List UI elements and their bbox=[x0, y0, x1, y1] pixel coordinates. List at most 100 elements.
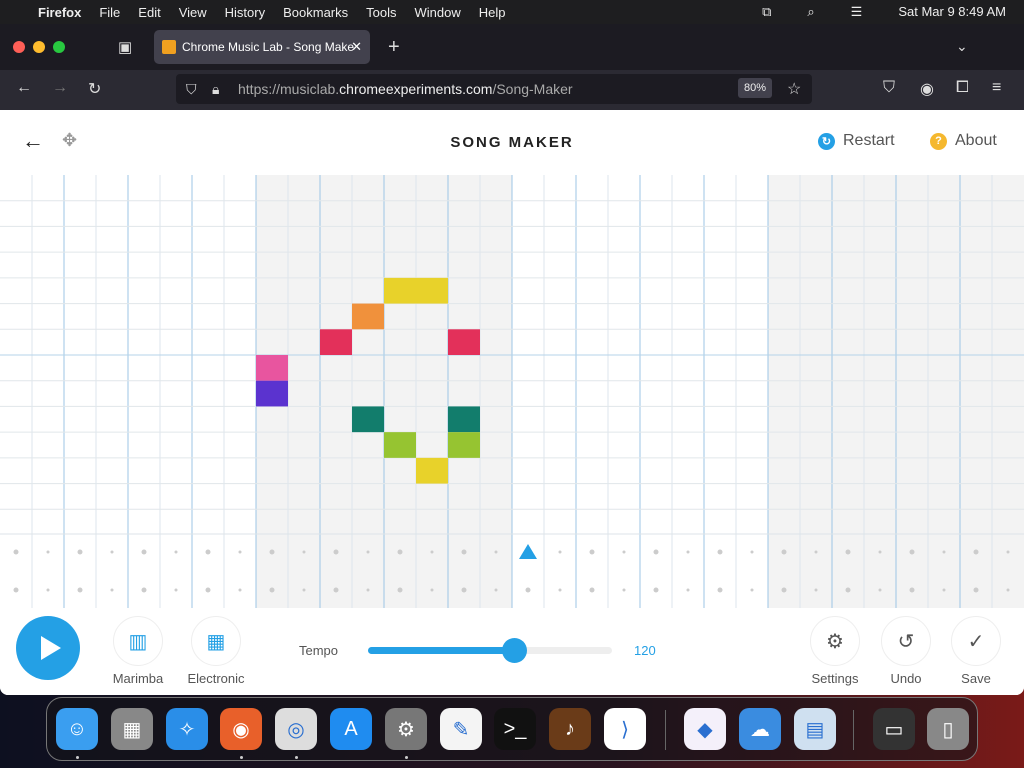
close-tab-icon[interactable]: ✕ bbox=[351, 39, 362, 54]
percussion-dot[interactable] bbox=[110, 588, 114, 592]
tempo-slider[interactable] bbox=[368, 638, 612, 663]
trash-icon[interactable]: ▯ bbox=[927, 708, 969, 750]
vscode-icon[interactable]: ⟩ bbox=[604, 708, 646, 750]
note-cell[interactable] bbox=[384, 432, 416, 458]
percussion-dot[interactable] bbox=[269, 549, 275, 555]
percussion-dot[interactable] bbox=[110, 550, 114, 554]
list-tabs-icon[interactable]: ⌄ bbox=[956, 38, 968, 54]
percussion-dot[interactable] bbox=[302, 550, 306, 554]
restart-button[interactable]: ↻ Restart bbox=[818, 132, 895, 150]
finder-icon[interactable]: ☺ bbox=[56, 708, 98, 750]
percussion-dot[interactable] bbox=[845, 587, 851, 593]
percussion-dot[interactable] bbox=[238, 550, 242, 554]
percussion-dot[interactable] bbox=[942, 588, 946, 592]
percussion-dot[interactable] bbox=[494, 550, 498, 554]
system-settings-icon[interactable]: ⚙ bbox=[385, 708, 427, 750]
zoom-level[interactable]: 80% bbox=[738, 78, 773, 98]
percussion-dot[interactable] bbox=[814, 588, 818, 592]
screen-mirroring-icon[interactable]: ⧉ bbox=[762, 4, 772, 19]
about-button[interactable]: ? About bbox=[930, 132, 997, 150]
percussion-dot[interactable] bbox=[909, 587, 915, 593]
note-cell[interactable] bbox=[416, 277, 448, 304]
chrome-icon[interactable]: ◎ bbox=[275, 708, 317, 750]
percussion-dot[interactable] bbox=[973, 549, 979, 555]
tab-song-maker[interactable]: Chrome Music Lab - Song Make ✕ bbox=[154, 30, 370, 64]
percussion-dot[interactable] bbox=[46, 550, 50, 554]
settings-button[interactable]: ⚙ bbox=[810, 616, 860, 666]
percussion-dot[interactable] bbox=[269, 587, 275, 593]
percussion-dot[interactable] bbox=[397, 549, 403, 555]
menu-view[interactable]: View bbox=[178, 4, 207, 20]
percussion-dot[interactable] bbox=[686, 550, 690, 554]
percussion-dot[interactable] bbox=[653, 587, 659, 593]
note-cell[interactable] bbox=[352, 406, 384, 433]
percussion-dot[interactable] bbox=[878, 588, 882, 592]
percussion-dot[interactable] bbox=[174, 588, 178, 592]
percussion-dot[interactable] bbox=[558, 588, 562, 592]
percussion-dot[interactable] bbox=[653, 549, 659, 555]
lock-icon[interactable]: 🔒︎ bbox=[212, 80, 220, 97]
percussion-dot[interactable] bbox=[717, 587, 723, 593]
percussion-dot[interactable] bbox=[622, 588, 626, 592]
maximize-window-button[interactable] bbox=[53, 41, 65, 53]
percussion-dot[interactable] bbox=[366, 550, 370, 554]
percussion-dot[interactable] bbox=[77, 587, 83, 593]
play-button[interactable] bbox=[16, 616, 80, 680]
percussion-dot[interactable] bbox=[333, 549, 339, 555]
percussion-dot[interactable] bbox=[366, 588, 370, 592]
forward-icon[interactable]: → bbox=[52, 79, 68, 96]
note-cell[interactable] bbox=[384, 277, 416, 304]
percussion-dot[interactable] bbox=[333, 587, 339, 593]
percussion-dot[interactable] bbox=[461, 549, 467, 555]
playhead-marker[interactable] bbox=[519, 544, 537, 559]
textedit-icon[interactable]: ✎ bbox=[440, 708, 482, 750]
percussion-dot[interactable] bbox=[750, 550, 754, 554]
percussion-dot[interactable] bbox=[494, 588, 498, 592]
weather-icon[interactable]: ☁ bbox=[739, 708, 781, 750]
extensions-icon[interactable]: ⧠ bbox=[956, 79, 969, 96]
tab-overview-icon[interactable]: ▣ bbox=[118, 39, 133, 56]
percussion-dot[interactable] bbox=[1006, 588, 1010, 592]
menu-bookmarks[interactable]: Bookmarks bbox=[283, 4, 349, 20]
marimba-button[interactable]: ▥ bbox=[113, 616, 163, 666]
garageband-icon[interactable]: ♪ bbox=[549, 708, 591, 750]
shield-icon[interactable]: ⛉ bbox=[186, 80, 197, 97]
percussion-dot[interactable] bbox=[558, 550, 562, 554]
launchpad-icon[interactable]: ▦ bbox=[111, 708, 153, 750]
percussion-dot[interactable] bbox=[205, 549, 211, 555]
percussion-dot[interactable] bbox=[909, 549, 915, 555]
percussion-dot[interactable] bbox=[781, 549, 787, 555]
melody-grid[interactable] bbox=[0, 175, 1024, 535]
percussion-dot[interactable] bbox=[942, 550, 946, 554]
percussion-dot[interactable] bbox=[750, 588, 754, 592]
firefox-icon[interactable]: ◉ bbox=[220, 708, 262, 750]
percussion-dot[interactable] bbox=[589, 549, 595, 555]
url-bar[interactable]: ⛉ 🔒︎ https://musiclab. chromeexperiments.… bbox=[176, 74, 812, 104]
spotlight-icon[interactable]: ⌕ bbox=[807, 4, 815, 19]
percussion-dot[interactable] bbox=[397, 587, 403, 593]
percussion-grid[interactable] bbox=[0, 535, 1024, 608]
note-cell[interactable] bbox=[448, 432, 480, 458]
percussion-dot[interactable] bbox=[781, 587, 787, 593]
percussion-dot[interactable] bbox=[174, 550, 178, 554]
electronic-button[interactable]: ▦ bbox=[191, 616, 241, 666]
tempo-slider-handle[interactable] bbox=[502, 638, 528, 663]
note-cell[interactable] bbox=[320, 329, 352, 355]
menu-tools[interactable]: Tools bbox=[366, 4, 397, 20]
note-cell[interactable] bbox=[448, 329, 480, 355]
percussion-dot[interactable] bbox=[1006, 550, 1010, 554]
pocket-icon[interactable]: ⛉ bbox=[883, 79, 896, 96]
percussion-dot[interactable] bbox=[46, 588, 50, 592]
percussion-dot[interactable] bbox=[622, 550, 626, 554]
window-thumbnail-icon[interactable]: ▭ bbox=[873, 708, 915, 750]
minimize-window-button[interactable] bbox=[33, 41, 45, 53]
tempo-value[interactable]: 120 bbox=[634, 643, 656, 658]
note-cell[interactable] bbox=[256, 380, 288, 407]
percussion-dot[interactable] bbox=[973, 587, 979, 593]
save-button[interactable]: ✓ bbox=[951, 616, 1001, 666]
note-cell[interactable] bbox=[352, 303, 384, 330]
note-cell[interactable] bbox=[416, 457, 448, 484]
back-arrow-icon[interactable]: ← bbox=[22, 128, 44, 153]
control-center-icon[interactable]: ☰ bbox=[850, 4, 863, 19]
safari-icon[interactable]: ✧ bbox=[166, 708, 208, 750]
